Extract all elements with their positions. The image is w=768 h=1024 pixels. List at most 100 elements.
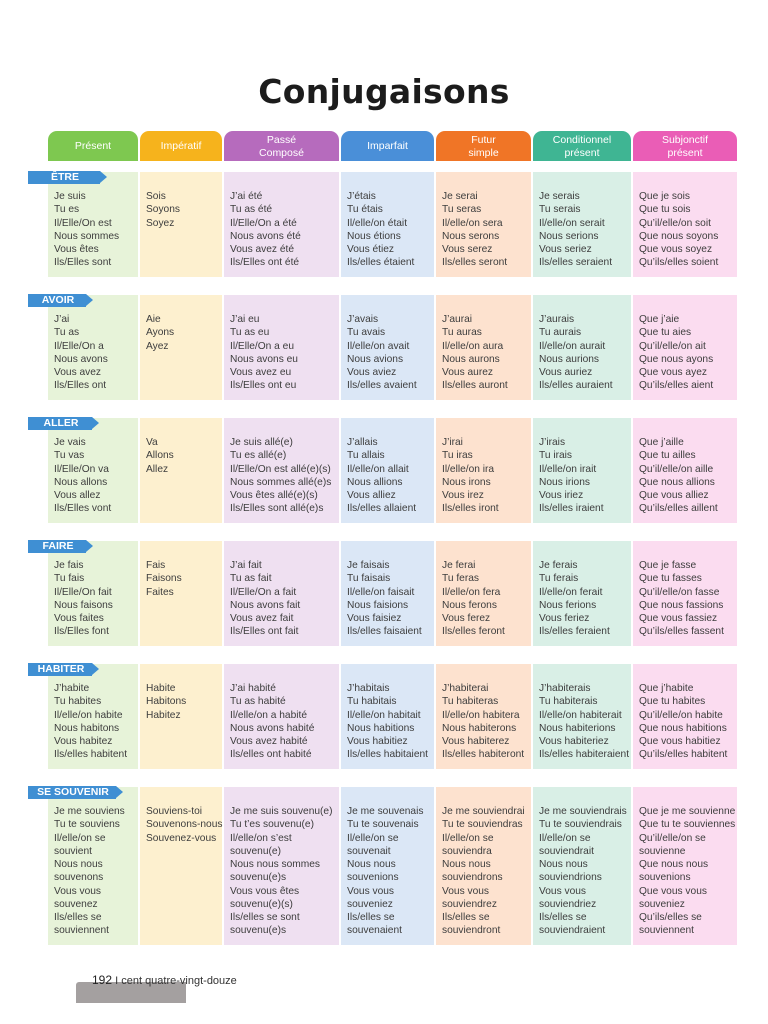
conjugation-line: Nous avons eu (230, 353, 298, 365)
conjugation-line: Vous seriez (539, 244, 592, 255)
conjugation-line: Il/elle/on se (54, 832, 106, 844)
conjugation-cell: Habite Habitons Habitez (146, 682, 186, 722)
section-column-background (341, 172, 434, 277)
conjugation-line: Tu es allé(e) (230, 450, 287, 462)
conjugation-line: souviendraient (539, 925, 606, 937)
conjugation-cell: J’avais Tu avais Il/elle/on avait Nous avio… (347, 313, 417, 393)
column-header-label: Conditionnel présent (552, 133, 612, 159)
conjugation-line: Il/Elle/On a (54, 340, 104, 352)
section-column-background (436, 295, 531, 400)
conjugation-line: Vous aurez (442, 367, 493, 378)
conjugation-line: Tu ferais (539, 573, 579, 585)
conjugation-line: Que tu fasses (639, 573, 702, 585)
conjugation-cell: Que j’aie Que tu aies Qu’il/elle/on ait Que… (639, 313, 713, 393)
conjugation-cell: Je suis allé(e) Tu es allé(e) Il/Elle/On e… (230, 436, 331, 516)
verb-label-tab: HABITER (28, 663, 99, 676)
conjugation-line: Nous habiterions (539, 722, 616, 734)
conjugation-line: Ils/elles habitent (54, 749, 128, 761)
conjugation-line: Tu aurais (539, 327, 582, 339)
conjugation-line: souvenu(e) (230, 845, 281, 857)
conjugation-line: Vous avez habité (230, 736, 308, 747)
section-column-background (48, 787, 138, 945)
conjugation-line: Que je me souvienne (639, 806, 736, 817)
conjugation-line: J’habiterai (442, 683, 489, 694)
section-column-background (140, 664, 222, 769)
conjugation-cell: Je serais Tu serais Il/elle/on serait Nous … (539, 190, 612, 270)
conjugation-line: Nous serions (539, 230, 599, 242)
conjugation-line: Tu serais (539, 204, 581, 216)
verb-label-tab: ÊTRE (28, 171, 107, 184)
section-column-background (633, 541, 737, 646)
column-header-6: Conditionnel présent (533, 131, 631, 161)
section-column-background (436, 541, 531, 646)
conjugation-line: Ils/elles se (442, 912, 490, 923)
conjugation-line: Ils/elles auraient (539, 380, 613, 392)
conjugation-line: Ils/elles avaient (347, 380, 417, 392)
conjugation-line: Tu vas (54, 450, 85, 462)
conjugation-line: Que nous fassions (639, 599, 724, 611)
conjugation-cell: Je me souviendrai Tu te souviendras Il/ell… (442, 805, 525, 938)
conjugation-cell: Je ferais Tu ferais Il/elle/on ferait Nous … (539, 559, 610, 639)
conjugation-line: Vous aviez (347, 367, 397, 378)
section-column-background (436, 787, 531, 945)
section-column-background (533, 664, 631, 769)
verb-label-tab: ALLER (28, 417, 99, 430)
conjugation-line: Qu’ils/elles aient (639, 380, 714, 392)
section-column-background (341, 664, 434, 769)
conjugation-line: Il/elle/on fera (442, 586, 501, 598)
conjugation-line: Il/elle/on se (539, 832, 591, 844)
conjugation-line: Qu’ils/elles soient (639, 257, 719, 269)
section-column-background (224, 295, 339, 400)
conjugation-line: souviendra (442, 845, 492, 857)
conjugation-line: J’irais (539, 437, 566, 448)
conjugation-line: Ils/elles faisaient (347, 626, 422, 638)
conjugation-line: Vous faites (54, 613, 104, 624)
section-column-background (633, 664, 737, 769)
conjugation-cell: Je me souviens Tu te souviens Il/elle/on s… (54, 805, 125, 938)
conjugation-line: J’allais (347, 437, 378, 448)
conjugation-line: Va (146, 437, 158, 448)
conjugation-line: Ils/elles seraient (539, 257, 613, 269)
conjugation-cell: J’aurais Tu aurais Il/elle/on aurait Nous a… (539, 313, 613, 393)
column-header-label: Imparfait (367, 140, 408, 152)
verb-label-tab: SE SOUVENIR (28, 786, 123, 799)
conjugation-line: Je me souviendrai (442, 806, 525, 817)
conjugation-line: Qu’ils/elles se (639, 912, 702, 923)
conjugation-line: Il/elle/on sera (442, 217, 503, 229)
section-column-background (436, 172, 531, 277)
conjugation-line: Ils/elles habitaient (347, 749, 428, 761)
conjugation-line: Je fais (54, 560, 84, 571)
section-column-background (341, 541, 434, 646)
conjugation-line: Nous irons (442, 476, 491, 488)
footer-bar (76, 982, 186, 1003)
conjugation-line: Habitez (146, 709, 181, 721)
conjugation-line: Soyez (146, 217, 175, 229)
conjugation-line: Il/elle/on serait (539, 217, 605, 229)
conjugation-line: Que je fasse (639, 560, 697, 571)
conjugation-line: Tu as habité (230, 696, 286, 708)
conjugation-line: Tu habiteras (442, 696, 499, 708)
page-footer: 192 I cent quatre-vingt-douze (92, 973, 237, 987)
conjugation-line: Nous nous (347, 859, 396, 870)
section-column-background (436, 664, 531, 769)
conjugation-cell: J’habiterai Tu habiteras Il/elle/on habite… (442, 682, 524, 762)
conjugation-line: Qu’il/elle/on fasse (639, 586, 720, 598)
conjugation-line: souvenu(e)s (230, 925, 287, 937)
conjugation-line: Il/elle/on habite (54, 709, 123, 721)
conjugation-line: Ils/Elles font (54, 626, 109, 638)
section-column-background (341, 787, 434, 945)
conjugation-line: Fais (146, 560, 166, 571)
conjugation-line: Tu as eu (230, 327, 270, 339)
conjugation-line: Allons (146, 450, 174, 462)
conjugation-line: souviendrez (442, 898, 497, 910)
section-column-background (224, 664, 339, 769)
conjugation-line: Nous nous (539, 859, 588, 870)
section-column-background (48, 541, 138, 646)
conjugation-line: Que je sois (639, 191, 690, 202)
section-column-background (533, 295, 631, 400)
conjugation-line: Que vous habitiez (639, 736, 721, 747)
conjugation-line: Ils/elles ont habité (230, 749, 312, 761)
conjugation-cell: J’ai habité Tu as habité Il/elle/on a habi… (230, 682, 314, 762)
conjugation-line: souvienne (639, 845, 686, 857)
section-column-background (140, 787, 222, 945)
